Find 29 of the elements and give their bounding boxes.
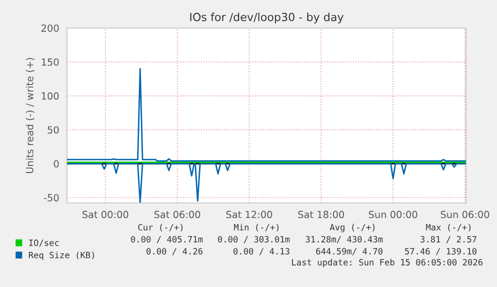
text: 0.00 / 4.26 xyxy=(146,248,202,256)
text: Last update: Sun Feb 15 06:05:00 2026 xyxy=(292,258,482,268)
text: Max (-/+) xyxy=(426,224,471,232)
y-tick-label: -50 xyxy=(44,194,59,202)
text: Min (-/+) xyxy=(234,224,279,232)
x-tick-label: Sat 12:00 xyxy=(226,210,272,218)
x-tick-label: Sat 00:00 xyxy=(82,210,128,218)
chart-title: IOs for /dev/loop30 - by day xyxy=(190,12,344,24)
text: Cur (-/+) xyxy=(138,224,183,232)
text: 0.00 / 4.13 xyxy=(234,248,290,256)
y-tick-label: 50 xyxy=(48,126,59,134)
text: 57.46 / 139.10 xyxy=(405,248,476,256)
x-tick-label: Sat 18:00 xyxy=(298,210,344,218)
x-tick-label: Sat 06:00 xyxy=(154,210,200,218)
text: Avg (-/+) xyxy=(330,224,375,232)
x-tick-label: Sun 06:00 xyxy=(440,210,490,218)
y-tick-label: 150 xyxy=(42,58,59,66)
legend-label: Req Size (KB) xyxy=(28,252,94,260)
text: 0.00 / 303.01m xyxy=(218,236,290,244)
text: 644.59m/ 4.70 xyxy=(316,248,382,256)
text: 3.81 / 2.57 xyxy=(420,236,476,244)
text: 0.00 / 405.71m xyxy=(130,236,203,244)
y-tick-label: 100 xyxy=(42,92,59,100)
text: 31.28m/ 430.43m xyxy=(306,236,383,244)
y-axis-title: Units read (-) / write (+) xyxy=(26,58,35,174)
x-tick-label: Sun 00:00 xyxy=(368,210,418,218)
legend-label: IO/sec xyxy=(29,240,59,247)
y-tick-label: 200 xyxy=(42,24,59,32)
y-tick-label: 0 xyxy=(54,160,59,168)
